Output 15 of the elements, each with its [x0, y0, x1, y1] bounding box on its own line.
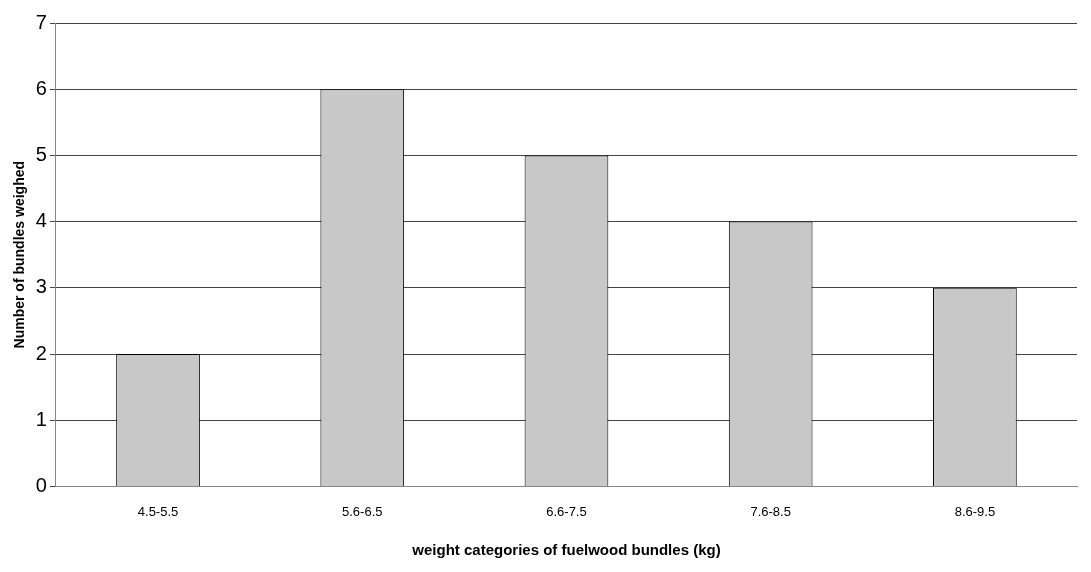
y-tick-label: 5: [35, 142, 47, 165]
y-tick-label: 3: [35, 275, 47, 298]
x-tick-label: 8.6-9.5: [954, 503, 996, 519]
y-tick-label: 7: [35, 10, 47, 33]
y-tick-label: 1: [35, 407, 47, 430]
y-tick-label: 4: [35, 209, 47, 232]
x-tick-label: 7.6-8.5: [750, 503, 791, 519]
x-tick-label: 4.5-5.5: [137, 503, 179, 519]
y-tick-label: 0: [35, 473, 47, 496]
y-axis-title: Number of bundles weighed: [11, 160, 28, 349]
x-axis-title: weight categories of fuelwood bundles (kg): [411, 541, 721, 559]
y-tick-label: 6: [35, 76, 47, 99]
y-tick-label: 2: [35, 341, 47, 364]
x-tick-label: 6.6-7.5: [546, 503, 587, 519]
x-tick-label: 5.6-6.5: [342, 503, 383, 519]
